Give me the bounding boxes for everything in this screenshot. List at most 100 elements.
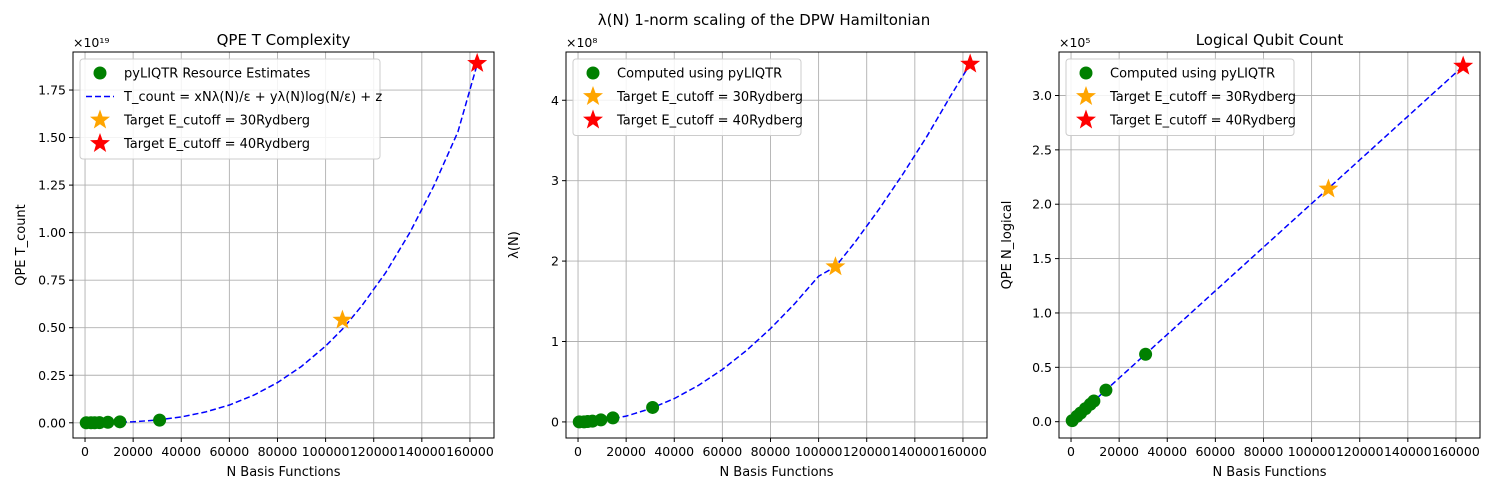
legend-marker-dot: [93, 66, 107, 80]
y-axis-label: QPE N_logical: [1000, 201, 1015, 290]
data-point: [594, 413, 608, 427]
x-tick-label: 160000: [446, 444, 494, 459]
x-tick-label: 120000: [350, 444, 398, 459]
y-tick-label: 0.5: [1032, 360, 1052, 375]
plot-area: [1065, 65, 1464, 428]
y-tick-label: 1.25: [38, 178, 66, 193]
legend-box: [572, 58, 802, 136]
x-tick-label: 0: [81, 444, 89, 459]
x-tick-label: 0: [1067, 444, 1075, 459]
y-tick-label: 0.50: [38, 320, 66, 335]
x-tick-label: 140000: [891, 444, 939, 459]
legend-entry-star-40: Target E_cutoff = 40Rydberg: [123, 137, 310, 152]
legend-entry-star-30: Target E_cutoff = 30Rydberg: [1109, 90, 1296, 105]
plot-area: [572, 63, 971, 429]
data-point: [1139, 347, 1153, 361]
x-tick-label: 80000: [1244, 444, 1284, 459]
x-tick-label: 60000: [702, 444, 742, 459]
x-axis-label: N Basis Functions: [1212, 465, 1326, 480]
axes-frame: [1058, 51, 1481, 439]
y-tick-label: 0.25: [38, 368, 66, 383]
y-tick-label: 3: [551, 173, 559, 188]
x-tick-label: 80000: [258, 444, 298, 459]
data-point: [101, 415, 115, 429]
legend-entry-points: pyLIQTR Resource Estimates: [124, 67, 311, 82]
x-tick-label: 100000: [302, 444, 350, 459]
legend-marker-star: [1076, 109, 1096, 129]
x-tick-label: 100000: [795, 444, 843, 459]
x-tick-label: 140000: [398, 444, 446, 459]
legend-marker-star: [583, 109, 603, 129]
x-tick-label: 0: [574, 444, 582, 459]
data-point: [1087, 394, 1101, 408]
chart-logical-qubit-count: 0 20000 40000 60000 80000 100000 120000 140000 1…: [1000, 31, 1481, 480]
legend-marker-star: [90, 109, 110, 129]
legend-entry-points: Computed using pyLIQTR: [617, 67, 782, 82]
x-tick-label: 40000: [654, 444, 694, 459]
y-tick-label: 1.0: [1032, 305, 1052, 320]
chart-lambda-scaling: 0 20000 40000 60000 80000 100000 120000 140000 1…: [507, 35, 988, 480]
y-axis-label: QPE T_count: [14, 204, 29, 286]
star-30-rydberg: [825, 256, 846, 276]
x-tick-label: 160000: [939, 444, 987, 459]
legend-marker-dot: [1079, 66, 1093, 80]
y-tick-label: 0.0: [1032, 414, 1052, 429]
plot-area: [79, 64, 478, 430]
x-tick-label: 20000: [113, 444, 153, 459]
legend-box: [79, 58, 381, 160]
y-tick-label: 1.5: [1032, 251, 1052, 266]
x-tick-label: 120000: [843, 444, 891, 459]
y-tick-label: 2.5: [1032, 142, 1052, 157]
x-tick-label: 100000: [1288, 444, 1336, 459]
star-40-rydberg: [960, 53, 981, 73]
data-point: [646, 400, 660, 414]
legend-box: [1065, 58, 1295, 136]
legend-entry-fit: T_count = xNλ(N)/ε + yλ(N)log(N/ε) + z: [123, 90, 382, 105]
chart-title: QPE T Complexity: [217, 31, 351, 49]
x-tick-label: 40000: [161, 444, 201, 459]
legend-marker-dot: [586, 66, 600, 80]
y-tick-label: 0.75: [38, 273, 66, 288]
figure-suptitle: λ(N) 1-norm scaling of the DPW Hamiltoni…: [598, 11, 931, 29]
x-tick-label: 20000: [1099, 444, 1139, 459]
axes-frame: [72, 51, 495, 439]
data-point: [606, 411, 620, 425]
x-tick-label: 160000: [1432, 444, 1480, 459]
x-tick-label: 120000: [1336, 444, 1384, 459]
star-40-rydberg: [1453, 55, 1474, 75]
star-40-rydberg: [467, 52, 488, 72]
legend-entry-star-30: Target E_cutoff = 30Rydberg: [123, 114, 310, 129]
legend-marker-star: [90, 133, 110, 152]
legend-entry-star-30: Target E_cutoff = 30Rydberg: [616, 90, 803, 105]
x-tick-label: 40000: [1147, 444, 1187, 459]
y-tick-label: 1.50: [38, 130, 66, 145]
x-tick-label: 60000: [209, 444, 249, 459]
star-30-rydberg: [332, 309, 353, 329]
fit-line: [1070, 65, 1464, 423]
y-tick-label: 1.00: [38, 225, 66, 240]
x-axis-label: N Basis Functions: [226, 465, 340, 480]
legend-entry-points: Computed using pyLIQTR: [1110, 67, 1275, 82]
axis-offset-label: ×10¹⁹: [73, 35, 109, 50]
fit-line: [577, 63, 971, 423]
legend-marker-star: [1076, 86, 1096, 105]
data-point: [1099, 383, 1113, 397]
data-point: [113, 415, 127, 429]
x-tick-label: 20000: [606, 444, 646, 459]
y-tick-label: 0: [551, 414, 559, 429]
x-axis-label: N Basis Functions: [719, 465, 833, 480]
x-tick-label: 80000: [751, 444, 791, 459]
axes-frame: [565, 51, 988, 439]
axis-offset-label: ×10⁸: [566, 35, 597, 50]
legend-entry-star-40: Target E_cutoff = 40Rydberg: [616, 114, 803, 129]
axis-offset-label: ×10⁵: [1059, 35, 1090, 50]
y-tick-label: 2.0: [1032, 197, 1052, 212]
chart-qpe-t-complexity: 0 20000 40000 60000 80000 100000 120000 140000 1…: [14, 31, 495, 480]
legend-entry-star-40: Target E_cutoff = 40Rydberg: [1109, 114, 1296, 129]
y-tick-label: 3.0: [1032, 88, 1052, 103]
legend-marker-star: [583, 86, 603, 105]
y-tick-label: 0.00: [38, 415, 66, 430]
y-tick-label: 1: [551, 334, 559, 349]
y-tick-label: 4: [551, 93, 559, 108]
